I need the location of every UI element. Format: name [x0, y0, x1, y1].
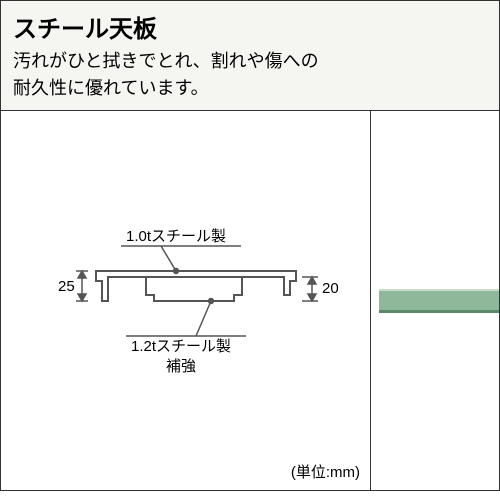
cross-section-diagram: 1.0tスチール製 1.2tスチール製 補強 25 20: [26, 191, 346, 411]
diagram-panel: 1.0tスチール製 1.2tスチール製 補強 25 20 (単位:mm): [1, 111, 371, 490]
product-description: 汚れがひと拭きでとれ、割れや傷への 耐久性に優れています。: [13, 48, 487, 102]
bottom-material-label: 1.2tスチール製: [131, 338, 231, 355]
dim-right-value: 20: [322, 280, 339, 297]
steel-board-edge: [379, 289, 499, 313]
unit-label: (単位:mm): [291, 461, 360, 482]
desc-line-1: 汚れがひと拭きでとれ、割れや傷への: [13, 51, 319, 71]
board-preview-panel: [371, 111, 499, 490]
dim-left-value: 25: [58, 278, 75, 295]
header-panel: スチール天板 汚れがひと拭きでとれ、割れや傷への 耐久性に優れています。: [0, 0, 500, 111]
content-row: 1.0tスチール製 1.2tスチール製 補強 25 20 (単位:mm): [0, 111, 500, 491]
reinforcement-label: 補強: [166, 358, 196, 375]
desc-line-2: 耐久性に優れています。: [13, 78, 209, 98]
top-material-label: 1.0tスチール製: [126, 228, 226, 245]
product-title: スチール天板: [13, 9, 487, 44]
